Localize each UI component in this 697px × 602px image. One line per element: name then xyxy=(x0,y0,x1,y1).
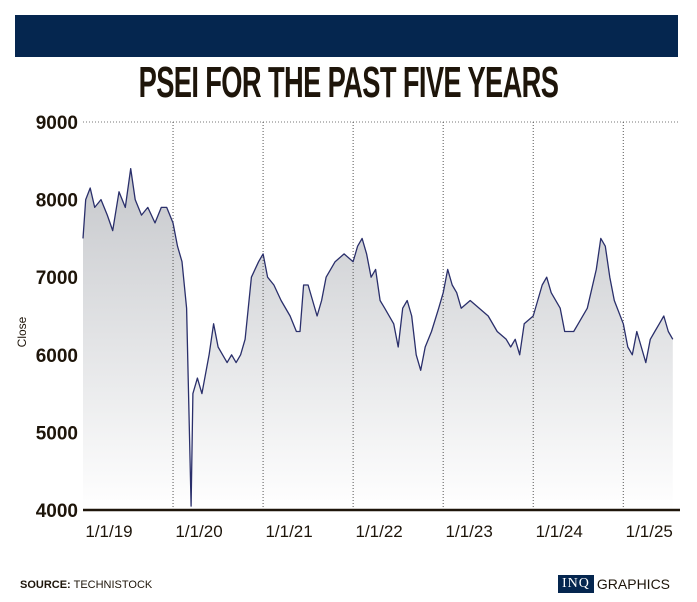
y-tick-label: 7000 xyxy=(36,268,78,289)
source-label: SOURCE: xyxy=(20,579,71,591)
source-value: TECHNISTOCK xyxy=(73,579,153,591)
header-bar xyxy=(15,15,678,57)
logo-inq: INQ xyxy=(558,575,594,593)
chart-title: PSEI FOR THE PAST FIVE YEARS xyxy=(0,58,697,108)
chart-title-text: PSEI FOR THE PAST FIVE YEARS xyxy=(138,58,559,107)
y-tick-label: 4000 xyxy=(36,501,78,522)
source-note: SOURCE: TECHNISTOCK xyxy=(20,579,152,591)
area-fill xyxy=(83,168,673,510)
y-tick-label: 8000 xyxy=(36,191,78,212)
logo-graphics: GRAPHICS xyxy=(596,576,671,592)
x-tick-label: 1/1/21 xyxy=(265,522,312,541)
inq-graphics-logo: INQ GRAPHICS xyxy=(558,575,670,593)
y-tick-label: 6000 xyxy=(36,346,78,367)
x-tick-label: 1/1/24 xyxy=(536,522,583,541)
y-tick-label: 9000 xyxy=(36,113,78,134)
x-tick-label: 1/1/20 xyxy=(175,522,222,541)
x-tick-label: 1/1/23 xyxy=(446,522,493,541)
y-tick-label: 5000 xyxy=(36,423,78,444)
series-line-close xyxy=(82,167,674,507)
y-axis-label: Close xyxy=(15,316,29,347)
x-tick-label: 1/1/25 xyxy=(626,522,673,541)
x-tick-label: 1/1/19 xyxy=(85,522,132,541)
x-tick-label: 1/1/22 xyxy=(356,522,403,541)
